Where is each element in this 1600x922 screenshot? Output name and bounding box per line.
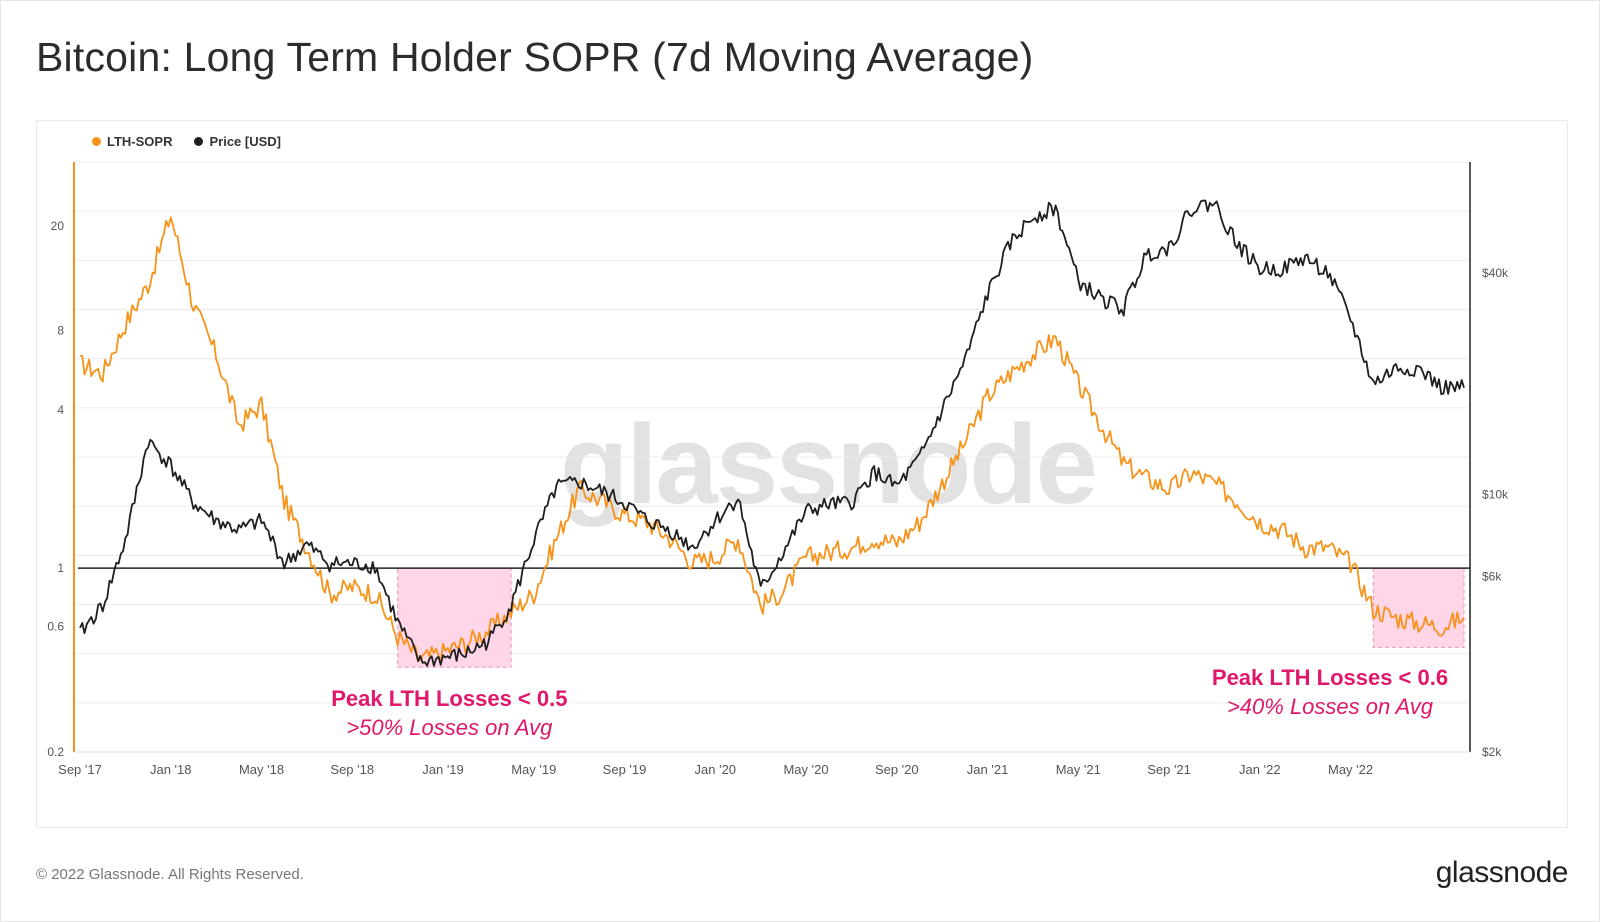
- grid-lines: [74, 161, 1470, 753]
- legend-label-price: Price [USD]: [209, 134, 282, 149]
- x-tick-label: Sep '18: [330, 762, 374, 777]
- right-tick-label: $10k: [1482, 488, 1509, 502]
- x-tick-label: May '19: [511, 762, 556, 777]
- series-line-price-usd-: [79, 199, 1465, 667]
- right-tick-label: $2k: [1482, 745, 1502, 759]
- annotation-heading-0: Peak LTH Losses < 0.5: [331, 686, 567, 711]
- chart-card: [36, 120, 1568, 828]
- footer-logo[interactable]: glassnode: [1435, 856, 1569, 889]
- x-tick-label: Jan '20: [695, 762, 737, 777]
- annotations: Peak LTH Losses < 0.5 >50% Losses on Avg P…: [331, 665, 1448, 740]
- series-line-lth-sopr: [79, 216, 1465, 664]
- right-tick-label: $40k: [1482, 266, 1509, 280]
- left-tick-label: 4: [57, 403, 64, 417]
- x-tick-label: Sep '20: [875, 762, 919, 777]
- annotation-text-0: >50% Losses on Avg: [346, 715, 553, 740]
- left-tick-label: 20: [51, 219, 65, 233]
- left-tick-label: 8: [57, 324, 64, 338]
- chart-axes: [73, 162, 1471, 753]
- legend-item-sopr[interactable]: LTH-SOPR: [92, 134, 172, 149]
- x-tick-label: Sep '19: [603, 762, 647, 777]
- right-tick-label: $6k: [1482, 569, 1502, 583]
- x-tick-label: Sep '21: [1147, 762, 1191, 777]
- highlight-zone-1: [1372, 567, 1465, 648]
- x-tick-label: Jan '19: [422, 762, 464, 777]
- x-axis-ticks: Sep '17 Jan '18 May '18 Sep '18 Jan '19 May '…: [58, 762, 1373, 777]
- x-tick-label: Jan '22: [1239, 762, 1281, 777]
- x-tick-label: May '22: [1328, 762, 1373, 777]
- footer-copyright: © 2022 Glassnode. All Rights Reserved.: [36, 866, 304, 883]
- series-price: [79, 199, 1465, 667]
- x-tick-label: Jan '18: [150, 762, 192, 777]
- left-tick-label: 1: [57, 561, 64, 575]
- annotation-text-1: >40% Losses on Avg: [1227, 694, 1434, 719]
- highlight-zones: [397, 567, 1465, 668]
- chart-legend: LTH-SOPR Price [USD]: [92, 134, 281, 149]
- annotation-heading-1: Peak LTH Losses < 0.6: [1212, 665, 1448, 690]
- page-title: Bitcoin: Long Term Holder SOPR (7d Movin…: [36, 34, 1034, 80]
- x-tick-label: Sep '17: [58, 762, 102, 777]
- x-tick-label: Jan '21: [967, 762, 1009, 777]
- legend-item-price[interactable]: Price [USD]: [194, 134, 281, 149]
- right-axis-ticks: $2k $6k $10k $40k: [1482, 266, 1509, 759]
- legend-label-sopr: LTH-SOPR: [107, 134, 173, 149]
- left-tick-label: 0.2: [47, 745, 64, 759]
- series-lth-sopr: [79, 216, 1465, 664]
- x-tick-label: May '20: [783, 762, 828, 777]
- left-axis-ticks: 0.2 0.6 1 4 8 20: [47, 219, 64, 759]
- legend-dot-price: [194, 137, 204, 146]
- x-tick-label: May '21: [1056, 762, 1101, 777]
- left-tick-label: 0.6: [47, 619, 64, 633]
- x-tick-label: May '18: [239, 762, 284, 777]
- legend-dot-sopr: [92, 137, 101, 146]
